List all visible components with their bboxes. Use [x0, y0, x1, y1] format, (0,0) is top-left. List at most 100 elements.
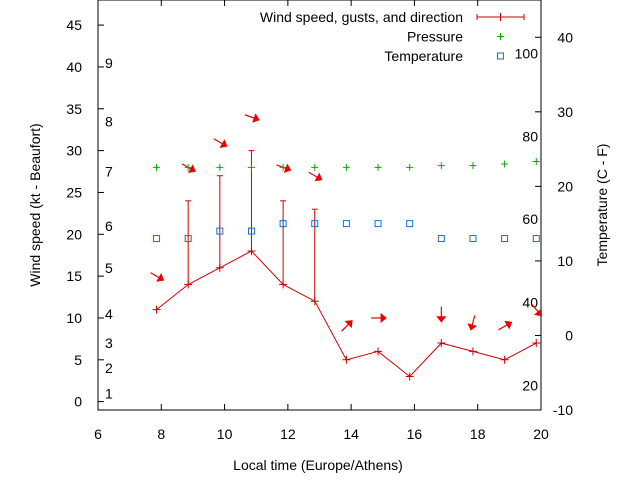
wind-direction-arrow-head	[344, 320, 353, 329]
y-right-tick-label: -10	[553, 402, 573, 418]
x-tick-label: 20	[533, 426, 549, 442]
y-right-tick-label: 30	[557, 104, 573, 120]
data-series	[150, 113, 542, 381]
pressure-point	[342, 163, 350, 171]
temperature-point	[311, 220, 319, 228]
y-left-tick-label: 45	[66, 17, 82, 33]
pressure-point	[247, 163, 255, 171]
x-tick-label: 8	[157, 426, 165, 442]
wind-direction-arrow	[341, 320, 353, 332]
temperature-point	[216, 227, 224, 235]
temperature-point	[406, 220, 414, 228]
wind-speed-point	[152, 305, 161, 314]
x-tick-label: 16	[407, 426, 423, 442]
fahrenheit-label: 80	[522, 128, 538, 144]
beaufort-label: 6	[105, 218, 113, 234]
y-right-tick-label: 40	[557, 29, 573, 45]
wind-speed-point	[279, 280, 288, 289]
wind-direction-arrow-head	[252, 113, 260, 123]
wind-direction-arrow-head	[533, 308, 542, 317]
x-tick-label: 18	[470, 426, 486, 442]
legend: Wind speed, gusts, and direction Pressure…	[260, 9, 525, 64]
wind-direction-arrow-head	[187, 164, 196, 173]
x-tick-label: 12	[280, 426, 296, 442]
y-right-tick-label: 20	[557, 178, 573, 194]
fahrenheit-label: 60	[522, 211, 538, 227]
x-axis-title: Local time (Europe/Athens)	[233, 457, 403, 473]
beaufort-label: 5	[105, 260, 113, 276]
wind-direction-arrow	[436, 306, 447, 323]
wind-speed-point	[247, 247, 256, 256]
wind-speed-point	[437, 339, 446, 348]
wind-speed-point	[468, 347, 477, 356]
wind-speed-point	[342, 355, 351, 364]
temperature-point	[279, 220, 287, 228]
x-tick-label: 14	[343, 426, 359, 442]
pressure-point	[532, 157, 540, 165]
legend-label: Pressure	[407, 29, 463, 45]
beaufort-label: 3	[105, 335, 113, 351]
pressure-point	[311, 163, 319, 171]
wind-direction-arrow-head	[156, 273, 165, 282]
temperature-point	[153, 235, 161, 243]
y-left-tick-label: 10	[66, 310, 82, 326]
y-left-tick-label: 25	[66, 184, 82, 200]
wind-direction-arrow	[308, 171, 323, 182]
y-right-axis-title: Temperature (C - F)	[594, 144, 610, 267]
beaufort-label: 9	[105, 55, 113, 71]
plot-frame	[97, 0, 542, 411]
x-tick-label: 10	[217, 426, 233, 442]
beaufort-label: 1	[105, 385, 113, 401]
axis-ticks	[97, 0, 542, 411]
wind-direction-arrow-head	[504, 320, 513, 330]
fahrenheit-label: 100	[515, 46, 539, 62]
y-left-tick-label: 20	[66, 226, 82, 242]
y-left-tick-label: 40	[66, 59, 82, 75]
pressure-point	[469, 162, 477, 170]
y-right-tick-label: 10	[557, 253, 573, 269]
pressure-point	[153, 163, 161, 171]
beaufort-label: 8	[105, 113, 113, 129]
temperature-point	[374, 220, 382, 228]
beaufort-label: 7	[105, 164, 113, 180]
y-left-tick-label: 35	[66, 101, 82, 117]
temperature-point	[184, 235, 192, 243]
y-right-tick-label: 0	[565, 327, 573, 343]
wind-speed-point	[374, 347, 383, 356]
wind-direction-arrow	[244, 113, 260, 123]
wind-direction-arrow	[213, 138, 228, 148]
pressure-point	[437, 162, 445, 170]
temperature-point	[437, 235, 445, 243]
wind-direction-arrow	[531, 303, 542, 317]
wind-direction-arrow-head	[283, 163, 292, 173]
y-left-axis-title: Wind speed (kt - Beaufort)	[27, 123, 43, 286]
temperature-point	[532, 235, 540, 243]
wind-speed-point	[184, 280, 193, 289]
temperature-point	[469, 235, 477, 243]
wind-direction-arrow	[467, 315, 478, 331]
pressure-point	[374, 163, 382, 171]
wind-speed-point	[215, 263, 224, 272]
legend-swatch-marker	[497, 33, 504, 40]
pressure-point	[501, 160, 509, 168]
temperature-point	[342, 220, 350, 228]
legend-swatch-marker	[496, 13, 505, 21]
pressure-point	[406, 163, 414, 171]
legend-label: Temperature	[384, 48, 463, 64]
legend-swatch-marker	[497, 52, 504, 60]
y-left-tick-label: 5	[74, 352, 82, 368]
temperature-point	[501, 235, 509, 243]
y-left-tick-label: 0	[74, 394, 82, 410]
wind-direction-arrow-head	[380, 312, 387, 323]
wind-direction-arrow	[371, 312, 387, 323]
x-tick-label: 6	[94, 426, 102, 442]
wind-direction-arrow-head	[467, 323, 478, 331]
fahrenheit-label: 20	[522, 377, 538, 393]
legend-label: Wind speed, gusts, and direction	[260, 9, 463, 25]
temperature-point	[247, 227, 255, 235]
wind-direction-arrow-head	[314, 172, 323, 182]
wind-direction-arrow-head	[436, 316, 447, 323]
wind-speed-point	[405, 372, 414, 381]
wind-direction-arrow-head	[219, 139, 228, 148]
